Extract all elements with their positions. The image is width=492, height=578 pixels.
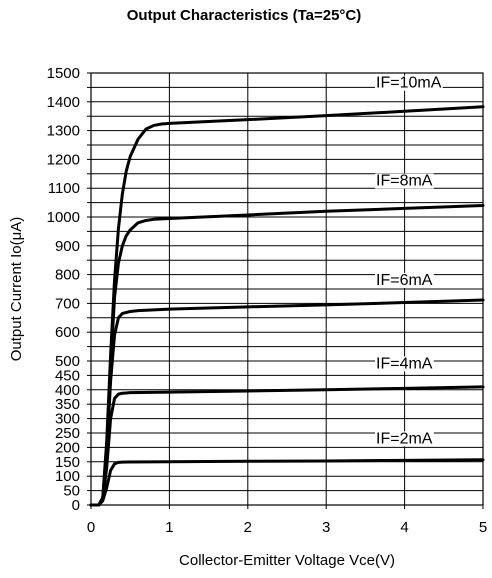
- y-tick-label: 450: [55, 367, 80, 384]
- series-label-bg: [375, 431, 434, 447]
- curves: [89, 105, 485, 507]
- series-label: IF=6mA: [376, 272, 433, 289]
- y-tick-label: 150: [55, 454, 80, 471]
- x-tick-label: 4: [400, 519, 408, 536]
- y-tick-label: 1100: [48, 180, 80, 197]
- y-tick-label: 300: [55, 411, 80, 428]
- x-tick-label: 5: [479, 519, 487, 536]
- y-tick-label: 400: [55, 382, 80, 399]
- y-tick-label: 500: [55, 353, 80, 370]
- series-line-if-6ma: [89, 298, 485, 507]
- y-tick-label: 900: [55, 238, 80, 255]
- y-tick-label: 1300: [47, 123, 80, 140]
- y-tick-label: 1400: [47, 94, 80, 111]
- series-label: IF=4mA: [376, 355, 433, 372]
- y-tick-label: 800: [55, 267, 80, 284]
- series-label: IF=10mA: [376, 75, 442, 92]
- y-tick-label: 100: [55, 468, 80, 485]
- labels: 0501001502002503003504004505006007008009…: [8, 7, 487, 569]
- y-tick-label: 1500: [47, 65, 80, 82]
- series-line-if-2ma: [89, 458, 485, 507]
- series-label-bg: [375, 173, 434, 189]
- y-tick-label: 1000: [47, 209, 80, 226]
- series-label: IF=2mA: [376, 430, 433, 447]
- x-tick-label: 3: [322, 519, 330, 536]
- y-tick-label: 350: [55, 396, 80, 413]
- y-tick-label: 50: [63, 483, 80, 500]
- series-label-bg: [375, 272, 434, 288]
- y-axis-label: Output Current Io(μA): [8, 217, 25, 362]
- y-tick-label: 250: [55, 425, 80, 442]
- series-line-if-10ma: [89, 105, 485, 507]
- y-tick-label: 1200: [47, 151, 80, 168]
- series-label-bg: [375, 75, 443, 91]
- series-label: IF=8mA: [376, 173, 433, 190]
- x-tick-label: 1: [165, 519, 173, 536]
- x-tick-label: 2: [244, 519, 252, 536]
- x-axis-label: Collector-Emitter Voltage Vce(V): [179, 552, 395, 569]
- y-tick-label: 700: [55, 295, 80, 312]
- series-label-bg: [375, 356, 434, 372]
- x-tick-label: 0: [87, 519, 95, 536]
- axes: [87, 72, 484, 509]
- y-tick-label: 200: [55, 439, 80, 456]
- y-tick-label: 0: [72, 497, 80, 514]
- y-tick-label: 600: [55, 324, 80, 341]
- chart-title: Output Characteristics (Ta=25°C): [127, 7, 362, 24]
